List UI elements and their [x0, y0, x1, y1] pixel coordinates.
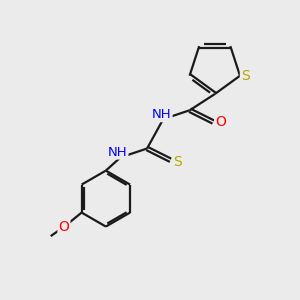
Text: S: S [241, 69, 250, 83]
Text: O: O [58, 220, 69, 234]
Text: S: S [173, 155, 182, 169]
Text: O: O [215, 115, 226, 129]
Text: NH: NH [152, 108, 172, 121]
Text: NH: NH [108, 146, 127, 159]
